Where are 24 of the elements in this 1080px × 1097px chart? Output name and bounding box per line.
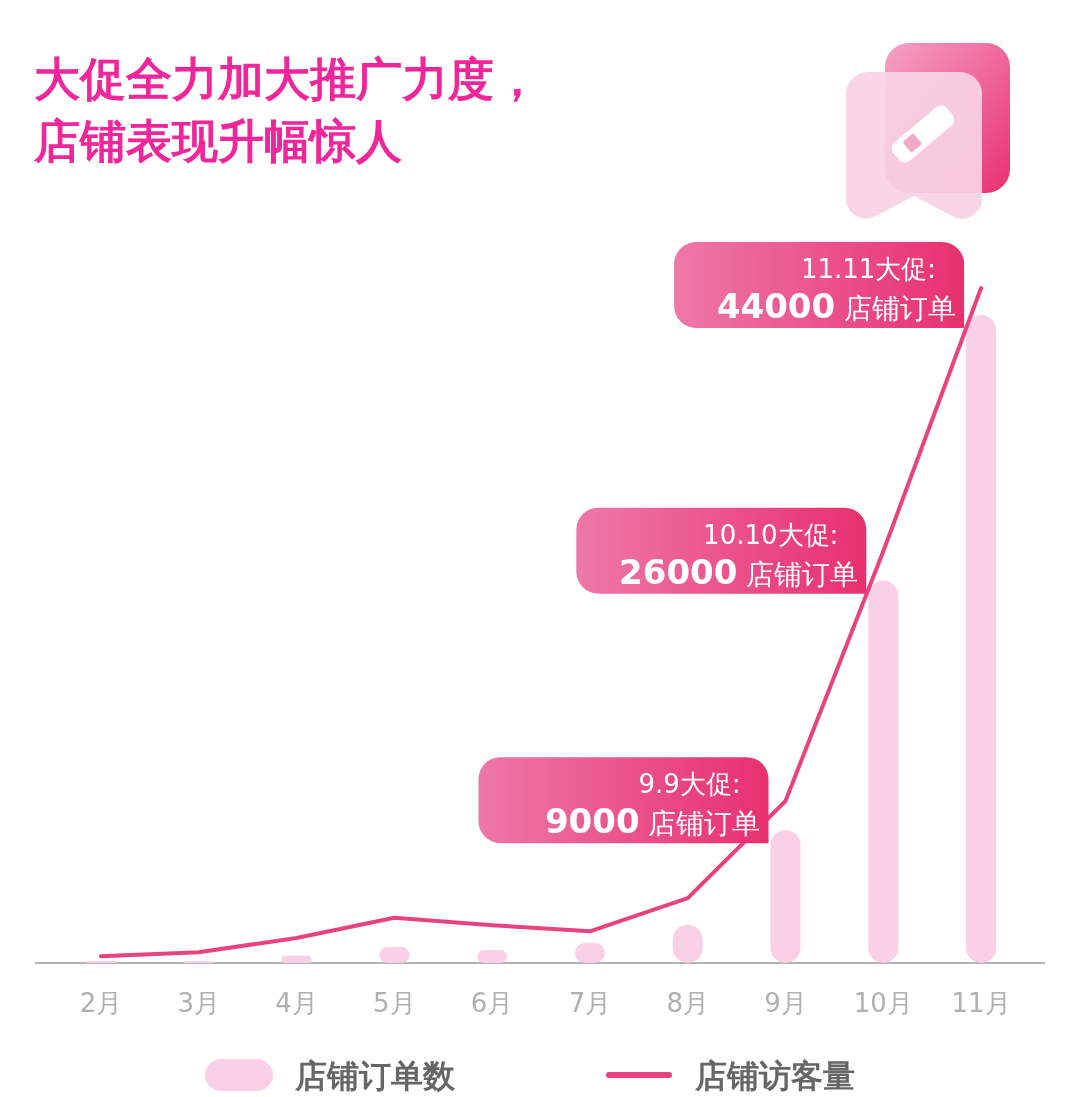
bar: [966, 315, 997, 963]
x-tick-label: 11月: [951, 988, 1011, 1018]
x-tick-label: 8月: [666, 988, 709, 1018]
annotation: 11.11大促:: [800, 254, 937, 284]
x-tick-label: 3月: [177, 988, 220, 1018]
annotation: 26000 店铺订单: [619, 551, 859, 592]
x-tick-label: 5月: [373, 988, 416, 1018]
legend-label: 店铺访客量: [694, 1057, 855, 1095]
bar: [281, 955, 312, 963]
bar: [477, 950, 508, 963]
bar: [770, 830, 801, 963]
x-tick-label: 4月: [275, 988, 318, 1018]
annotation: 9000 店铺订单: [544, 801, 761, 842]
bar: [868, 580, 899, 963]
annotation: 9.9大促:: [638, 769, 741, 800]
chart-title: 大促全力加大推广力度，店铺表现升幅惊人: [33, 52, 540, 168]
x-tick-label: 10月: [853, 988, 913, 1018]
x-tick-label: 7月: [568, 988, 612, 1018]
annotation: 10.10大促:: [703, 519, 839, 550]
x-tick-label: 9月: [764, 988, 807, 1018]
x-tick-label: 2月: [79, 988, 123, 1018]
annotation: 44000 店铺订单: [716, 286, 957, 326]
x-tick-label: 6月: [470, 988, 514, 1018]
legend-label: 店铺订单数: [294, 1057, 456, 1095]
